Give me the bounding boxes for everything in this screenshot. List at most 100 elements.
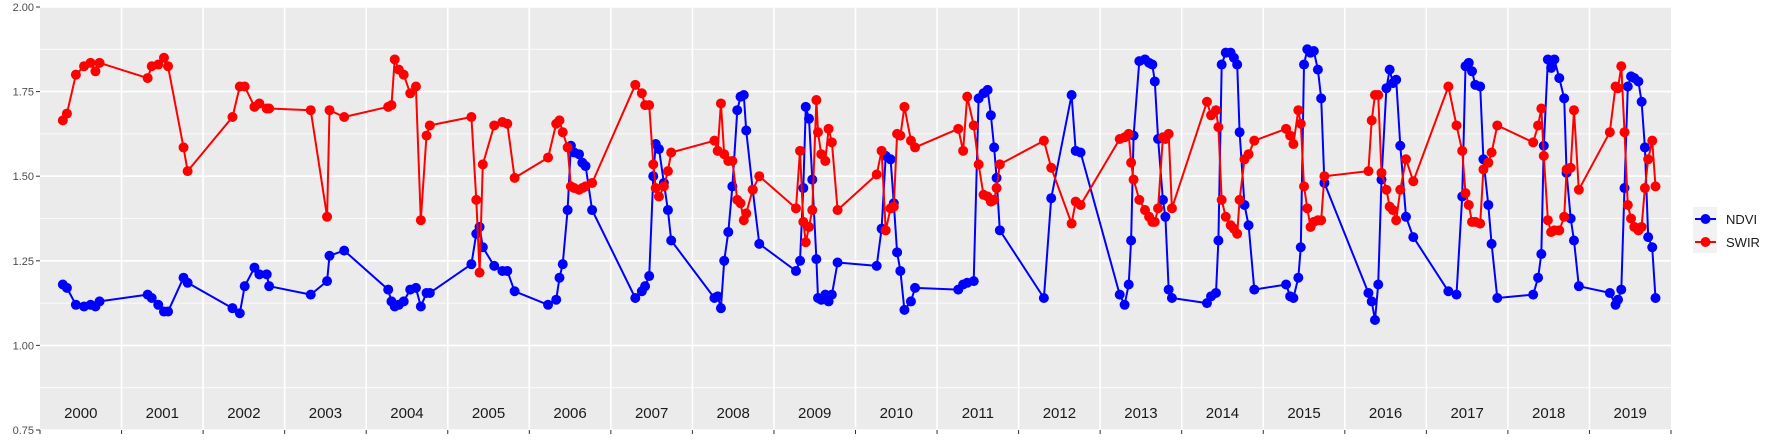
ndvi-point <box>1066 89 1077 100</box>
swir-point <box>509 172 520 183</box>
swir-point <box>1451 120 1462 131</box>
swir-point <box>812 127 823 138</box>
year-label: 2015 <box>1287 405 1320 422</box>
swir-point <box>1604 127 1615 138</box>
swir-point <box>871 169 882 180</box>
swir-point <box>1288 139 1299 150</box>
swir-point <box>543 152 554 163</box>
swir-point <box>1373 89 1384 100</box>
swir-point <box>227 111 238 122</box>
ndvi-point <box>1391 74 1402 85</box>
ndvi-point <box>1451 289 1462 300</box>
swir-point <box>61 108 72 119</box>
swir-point <box>424 120 435 131</box>
year-label: 2006 <box>553 405 586 422</box>
legend-label-swir: SWIR <box>1726 235 1760 250</box>
swir-point <box>1046 162 1057 173</box>
swir-point <box>895 130 906 141</box>
swir-point <box>636 88 647 99</box>
swir-point <box>1134 194 1145 205</box>
ndvi-point <box>1443 286 1454 297</box>
ndvi-point <box>554 272 565 283</box>
year-label: 2000 <box>64 405 97 422</box>
year-label: 2004 <box>390 405 423 422</box>
swir-point <box>178 142 189 153</box>
ndvi-point <box>153 299 164 310</box>
ndvi-point <box>798 183 809 194</box>
ndvi-point <box>1528 289 1539 300</box>
year-label: 2012 <box>1043 405 1076 422</box>
year-label: 2007 <box>635 405 668 422</box>
swir-point <box>630 79 641 90</box>
year-label: 2011 <box>962 405 994 422</box>
ndvi-point <box>1369 315 1380 326</box>
ndvi-point <box>1366 296 1377 307</box>
swir-point <box>1285 130 1296 141</box>
ndvi-point <box>1216 59 1227 70</box>
year-label: 2013 <box>1124 405 1157 422</box>
swir-point <box>1128 174 1139 185</box>
swir-point <box>557 127 568 138</box>
swir-point <box>1366 115 1377 126</box>
swir-point <box>991 183 1002 194</box>
year-label: 2018 <box>1532 405 1565 422</box>
swir-point <box>1391 215 1402 226</box>
ndvi-point <box>985 110 996 121</box>
swir-point <box>1299 181 1310 192</box>
swir-point <box>994 159 1005 170</box>
ndvi-point <box>800 101 811 112</box>
ndvi-point <box>1288 293 1299 304</box>
swir-point <box>1483 157 1494 168</box>
ndvi-point <box>1616 284 1627 295</box>
ndvi-point <box>1147 59 1158 70</box>
swir-point <box>1363 166 1374 177</box>
ndvi-point <box>885 154 896 165</box>
swir-point <box>807 205 818 216</box>
swir-point <box>1554 225 1565 236</box>
ndvi-point <box>723 227 734 238</box>
y-tick-label: 1.50 <box>13 171 34 183</box>
swir-point <box>562 142 573 153</box>
swir-point <box>1559 211 1570 222</box>
swir-point <box>910 142 921 153</box>
swir-point <box>1475 218 1486 229</box>
ndvi-point <box>254 269 265 280</box>
swir-point <box>1166 203 1177 214</box>
ndvi-point <box>871 260 882 271</box>
swir-point <box>415 215 426 226</box>
ndvi-point <box>1384 64 1395 75</box>
ndvi-point <box>415 301 426 312</box>
swir-point <box>1381 184 1392 195</box>
swir-point <box>820 155 831 166</box>
ndvi-point <box>1475 81 1486 92</box>
ndvi-point <box>580 161 591 172</box>
swir-point <box>648 159 659 170</box>
ndvi-point <box>574 149 585 160</box>
swir-point <box>811 95 822 106</box>
swir-point <box>70 69 81 80</box>
ndvi-point <box>1643 232 1654 243</box>
swir-point <box>1528 137 1539 148</box>
swir-point <box>1243 149 1254 160</box>
ndvi-point <box>715 303 726 314</box>
swir-point <box>322 211 333 222</box>
legend: NDVI SWIR <box>1693 207 1760 253</box>
swir-point <box>1457 145 1468 156</box>
swir-point <box>163 61 174 72</box>
swir-point <box>85 57 96 68</box>
ndvi-point <box>551 294 562 305</box>
swir-point <box>888 201 899 212</box>
ndvi-point <box>1046 193 1057 204</box>
swir-point <box>1295 118 1306 129</box>
swir-point <box>1293 105 1304 116</box>
swir-point <box>1153 203 1164 214</box>
swir-point <box>474 267 485 278</box>
swir-point <box>804 221 815 232</box>
ndvi-point <box>1559 93 1570 104</box>
ndvi-point <box>826 289 837 300</box>
ndvi-point <box>1492 293 1503 304</box>
series-swir <box>57 52 1661 278</box>
ndvi-point <box>1639 142 1650 153</box>
ndvi-point <box>1650 293 1661 304</box>
